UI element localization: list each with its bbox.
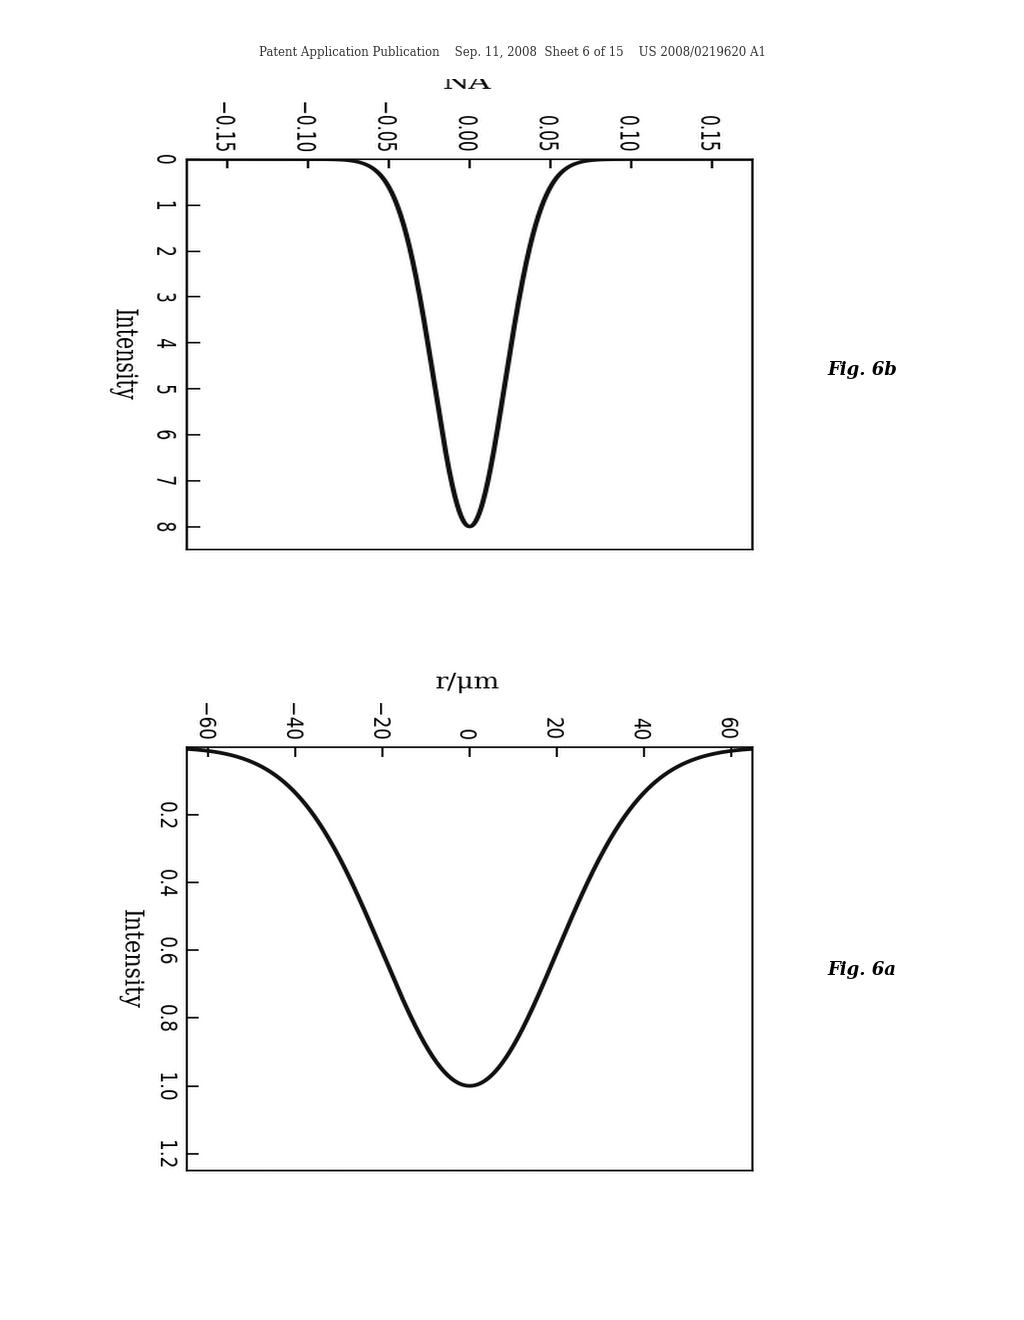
Text: Patent Application Publication    Sep. 11, 2008  Sheet 6 of 15    US 2008/021962: Patent Application Publication Sep. 11, … [259, 46, 765, 59]
Text: Fig. 6b: Fig. 6b [827, 360, 897, 379]
Text: Fig. 6a: Fig. 6a [827, 961, 896, 979]
